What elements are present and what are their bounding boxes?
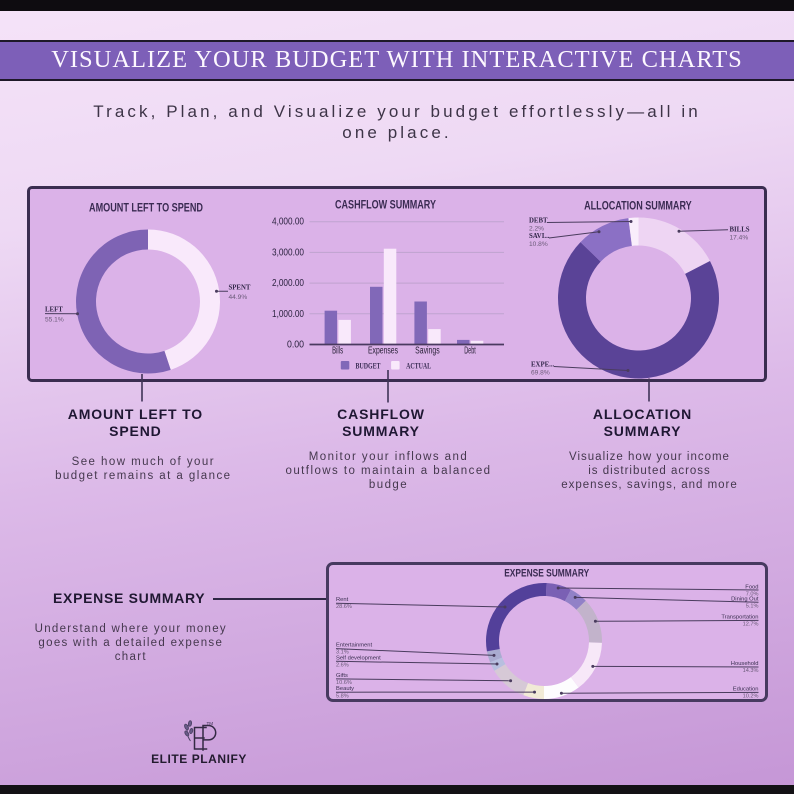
svg-text:7.0%: 7.0% bbox=[746, 592, 759, 598]
svg-text:2.6%: 2.6% bbox=[336, 663, 349, 669]
svg-text:5.8%: 5.8% bbox=[336, 693, 349, 699]
svg-text:Household: Household bbox=[731, 661, 759, 667]
svg-text:Bills: Bills bbox=[332, 346, 343, 357]
svg-text:Dining Out: Dining Out bbox=[731, 596, 759, 602]
svg-text:BUDGET: BUDGET bbox=[356, 360, 381, 370]
svg-text:EXPE...: EXPE... bbox=[531, 362, 555, 369]
svg-text:Rent: Rent bbox=[336, 597, 349, 603]
svg-text:2.2%: 2.2% bbox=[529, 226, 544, 233]
svg-text:3.1%: 3.1% bbox=[336, 650, 349, 656]
svg-text:BILLS: BILLS bbox=[730, 227, 750, 234]
svg-text:14.3%: 14.3% bbox=[743, 668, 759, 674]
svg-text:12.7%: 12.7% bbox=[743, 622, 759, 628]
svg-text:Education: Education bbox=[733, 686, 759, 692]
svg-text:Gifts: Gifts bbox=[336, 673, 348, 679]
svg-text:55.1%: 55.1% bbox=[45, 317, 64, 324]
svg-text:44.9%: 44.9% bbox=[229, 294, 248, 301]
svg-text:EXPENSE SUMMARY: EXPENSE SUMMARY bbox=[504, 568, 589, 580]
svg-text:Entertainment: Entertainment bbox=[336, 643, 372, 649]
svg-text:SAVI...: SAVI... bbox=[529, 233, 550, 240]
svg-text:28.6%: 28.6% bbox=[336, 604, 352, 610]
svg-text:1,000.00: 1,000.00 bbox=[272, 309, 304, 320]
svg-text:AMOUNT LEFT TO SPEND: AMOUNT LEFT TO SPEND bbox=[89, 200, 203, 214]
svg-text:Beauty: Beauty bbox=[336, 686, 354, 692]
svg-text:TM: TM bbox=[207, 721, 214, 726]
svg-text:2,000.00: 2,000.00 bbox=[272, 278, 304, 289]
svg-text:ALLOCATION SUMMARY: ALLOCATION SUMMARY bbox=[584, 198, 692, 212]
svg-text:69.8%: 69.8% bbox=[531, 370, 550, 377]
svg-text:4,000.00: 4,000.00 bbox=[272, 217, 304, 228]
svg-text:Debt: Debt bbox=[464, 346, 476, 357]
svg-text:Self development: Self development bbox=[336, 655, 381, 661]
svg-text:SPENT: SPENT bbox=[229, 285, 251, 292]
svg-text:CASHFLOW SUMMARY: CASHFLOW SUMMARY bbox=[335, 198, 436, 212]
svg-text:10.6%: 10.6% bbox=[336, 680, 352, 686]
svg-text:Savings: Savings bbox=[415, 346, 440, 357]
svg-text:0.00: 0.00 bbox=[287, 340, 304, 351]
svg-text:10.2%: 10.2% bbox=[743, 694, 759, 700]
svg-text:Transportation: Transportation bbox=[721, 614, 758, 620]
svg-text:3,000.00: 3,000.00 bbox=[272, 247, 304, 258]
svg-text:5.1%: 5.1% bbox=[746, 604, 759, 610]
svg-text:ACTUAL: ACTUAL bbox=[406, 360, 431, 370]
svg-text:LEFT: LEFT bbox=[45, 307, 63, 314]
svg-text:DEBT: DEBT bbox=[529, 218, 548, 225]
svg-text:Expenses: Expenses bbox=[368, 346, 398, 357]
svg-text:10.8%: 10.8% bbox=[529, 241, 548, 248]
svg-text:Food: Food bbox=[745, 584, 758, 590]
svg-text:17.4%: 17.4% bbox=[730, 235, 749, 242]
